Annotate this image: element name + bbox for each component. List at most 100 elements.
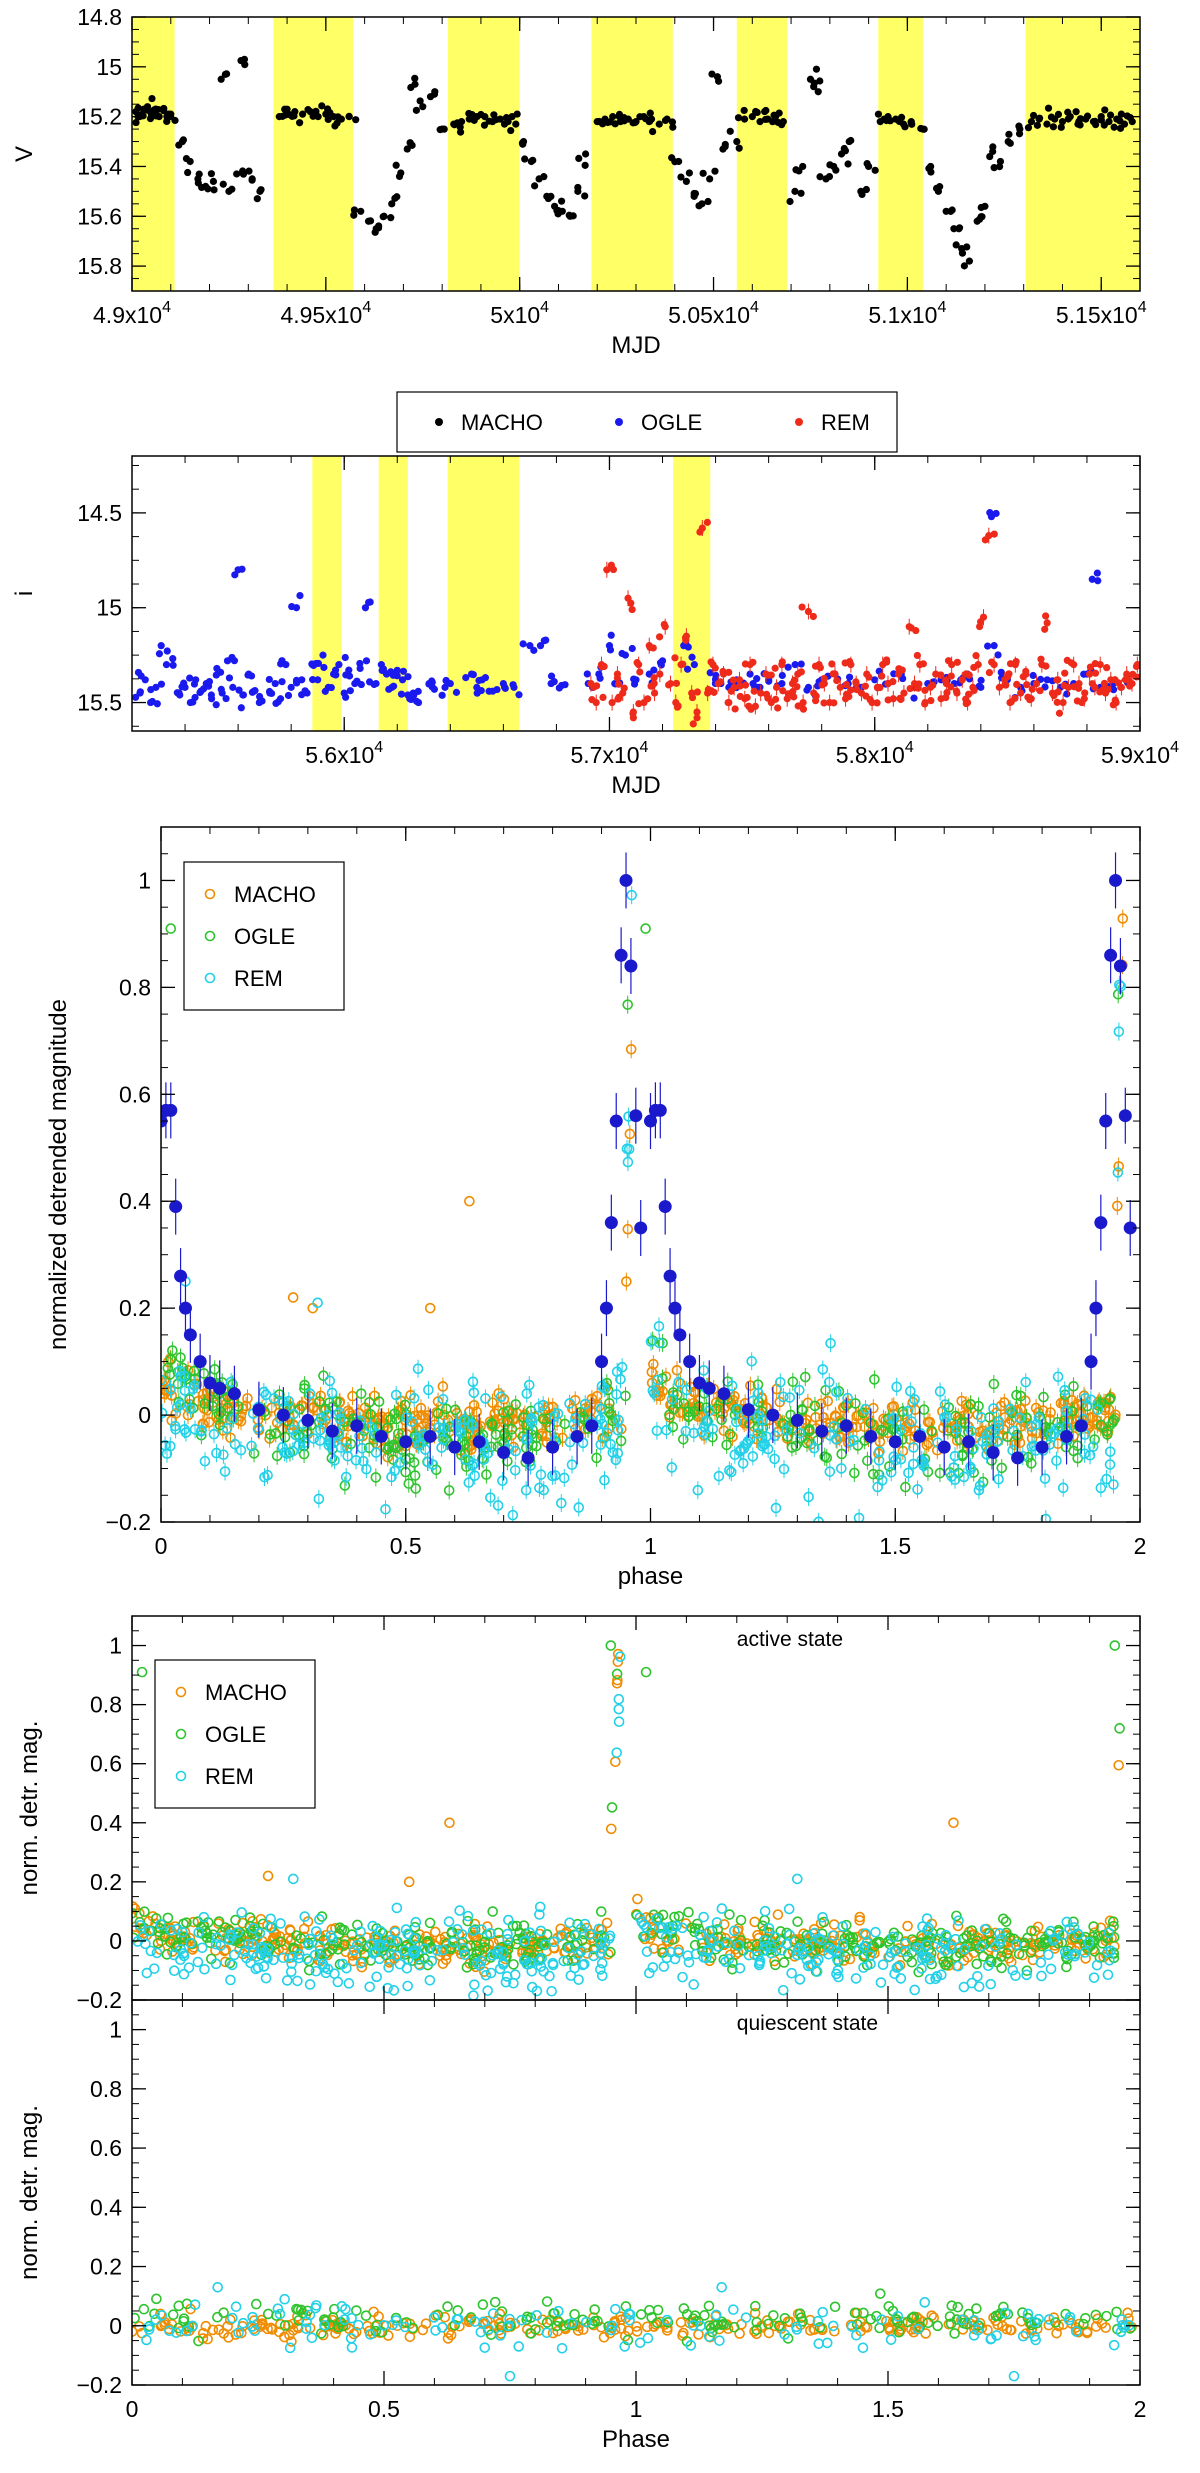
outlier-point <box>444 1817 455 1829</box>
data-point <box>797 668 805 676</box>
data-point <box>407 83 415 92</box>
binned-point <box>595 1355 609 1369</box>
data-point <box>455 1427 466 1438</box>
data-point <box>1100 679 1109 687</box>
data-point <box>570 1412 581 1424</box>
data-point <box>1015 122 1023 130</box>
data-point <box>926 1425 937 1437</box>
data-point <box>210 186 218 194</box>
data-point <box>535 1469 547 1480</box>
data-point <box>1126 682 1134 690</box>
data-point <box>283 1395 295 1407</box>
data-point <box>790 1440 802 1452</box>
data-point <box>606 646 615 654</box>
data-point <box>521 155 529 163</box>
data-point <box>153 700 161 708</box>
data-point <box>699 169 707 177</box>
data-point <box>736 692 744 701</box>
data-point <box>599 693 607 702</box>
y-tick-label: 15 <box>96 54 122 80</box>
data-point <box>422 1456 434 1468</box>
data-point <box>681 634 690 642</box>
data-point <box>1020 1376 1032 1388</box>
data-point <box>495 1391 507 1402</box>
data-point <box>1093 569 1101 577</box>
data-point <box>221 1423 233 1434</box>
data-point <box>673 703 682 711</box>
data-point <box>741 681 750 689</box>
data-point <box>600 662 608 671</box>
data-point <box>874 1446 885 1457</box>
data-point <box>237 704 245 712</box>
binned-point <box>570 1429 584 1443</box>
data-point <box>758 1439 770 1450</box>
data-point <box>509 681 517 689</box>
y-tick-label: 15.5 <box>77 690 122 716</box>
data-point <box>666 1393 678 1405</box>
x-tick-mantissa: 0 <box>155 1533 168 1559</box>
data-point <box>816 173 824 181</box>
data-point <box>212 701 220 709</box>
data-point <box>902 1920 913 1932</box>
y-tick-label: 0.8 <box>119 974 151 1000</box>
data-point <box>146 115 155 123</box>
data-point <box>947 672 955 680</box>
data-point <box>1007 698 1015 706</box>
data-point <box>986 152 994 161</box>
x-tick-mantissa: 2 <box>1134 1533 1147 1559</box>
data-point <box>148 94 156 103</box>
data-point <box>512 120 520 128</box>
data-point <box>387 214 395 222</box>
data-point <box>689 720 697 728</box>
data-point <box>743 693 751 702</box>
data-point <box>440 125 448 133</box>
data-point <box>977 676 985 684</box>
data-point <box>1112 1167 1124 1178</box>
data-point <box>629 709 637 718</box>
data-point <box>245 167 253 175</box>
data-point <box>430 90 439 98</box>
data-point <box>1040 1421 1052 1433</box>
data-point <box>321 687 329 695</box>
data-point <box>318 102 326 110</box>
data-point <box>297 1400 308 1412</box>
data-point <box>873 1469 885 1481</box>
data-point <box>331 666 340 674</box>
data-point <box>429 1926 441 1938</box>
data-point <box>1093 1400 1104 1412</box>
data-point <box>775 1926 786 1937</box>
data-point <box>727 687 735 695</box>
data-point <box>778 121 786 129</box>
data-point <box>1030 1402 1042 1414</box>
data-point <box>470 116 478 124</box>
x-tick-exponent: 4 <box>937 299 946 316</box>
x-tick-label: 5.9x104 <box>1101 739 1179 768</box>
data-point <box>826 161 834 169</box>
binned-point <box>1123 1221 1137 1235</box>
data-point <box>552 1408 564 1420</box>
data-point <box>731 1416 742 1428</box>
data-point <box>428 678 436 686</box>
data-point <box>165 1383 176 1395</box>
data-point <box>1089 1434 1100 1445</box>
data-point <box>753 1387 764 1399</box>
data-point <box>375 222 383 230</box>
data-point <box>616 1491 625 1500</box>
binned-point <box>423 1429 437 1443</box>
data-point <box>419 103 427 111</box>
data-point <box>752 1410 764 1422</box>
data-point <box>477 686 485 695</box>
data-point <box>812 697 820 705</box>
data-point <box>794 702 802 710</box>
data-point <box>187 1944 198 1955</box>
data-point <box>772 683 781 691</box>
data-point <box>947 683 955 691</box>
data-point <box>1036 687 1044 695</box>
data-point <box>324 1375 336 1387</box>
data-point <box>917 124 925 133</box>
data-point <box>1120 1454 1129 1463</box>
data-point <box>737 1458 749 1469</box>
data-point <box>137 672 145 680</box>
data-point <box>612 1648 624 1660</box>
